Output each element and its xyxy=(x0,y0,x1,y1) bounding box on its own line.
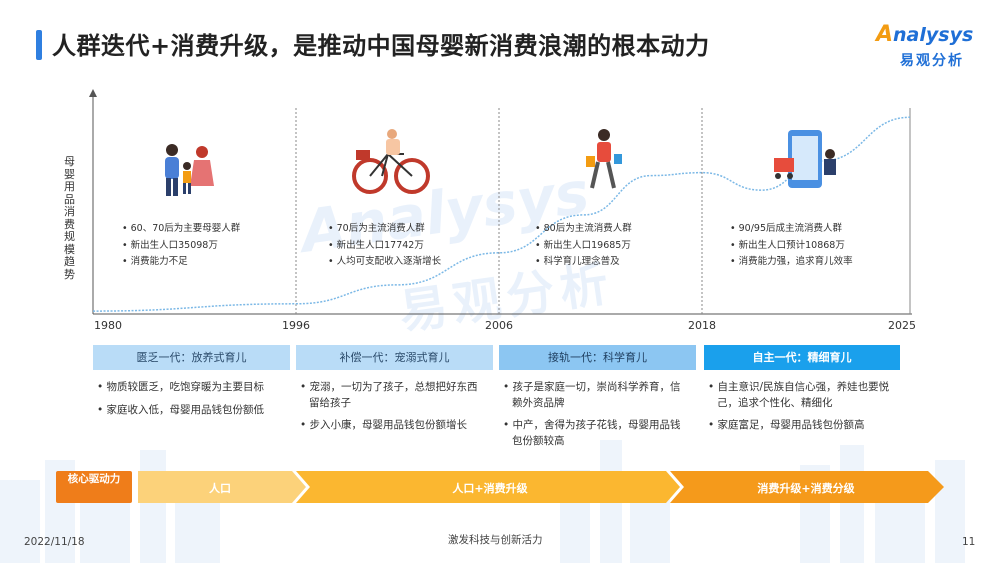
generation-label-1: 匮乏一代：放养式育儿 xyxy=(93,345,290,370)
era-1-description: 家庭收入低，母婴用品钱包份额低 xyxy=(97,403,283,419)
logo-brand: nalysys xyxy=(893,24,974,46)
x-tick-2025: 2025 xyxy=(888,319,916,332)
era-4-bullet: 90/95后成主流消费人群 xyxy=(730,221,853,238)
era-3-description: 中产，舍得为孩子花钱，母婴用品钱包份额较高 xyxy=(503,418,689,449)
era-3-bullet: 80后为主流消费人群 xyxy=(535,221,632,238)
company-logo: Analysys xyxy=(876,22,973,47)
era-1-bullets: 60、70后为主要母婴人群 新出生人口35098万 消费能力不足 xyxy=(122,221,241,271)
title-accent-bar xyxy=(36,30,42,60)
era-4-description: 自主意识/民族自信心强，养娃也要悦己，追求个性化、精细化 xyxy=(708,380,896,411)
core-driver-label: 核心驱动力 xyxy=(67,473,121,485)
era-2-descriptions: 宠溺，一切为了孩子，总想把好东西留给孩子 步入小康，母婴用品钱包份额增长 xyxy=(300,380,486,441)
driver-arrows xyxy=(56,471,944,503)
consumption-trend-line xyxy=(92,116,911,312)
x-tick-2018: 2018 xyxy=(688,319,716,332)
era-2-bullet: 人均可支配收入逐渐增长 xyxy=(328,254,442,271)
generation-label-2: 补偿一代：宠溺式育儿 xyxy=(296,345,493,370)
driver-stage-2: 人口+消费升级 xyxy=(452,482,528,495)
y-axis-label: 母婴用品消费规模趋势 xyxy=(64,155,75,281)
page-number: 11 xyxy=(962,536,976,548)
era-2-bullet: 70后为主流消费人群 xyxy=(328,221,441,238)
era-4-description: 家庭富足，母婴用品钱包份额高 xyxy=(708,418,896,434)
driver-arrow-upgrade-stratify xyxy=(670,471,944,503)
era-1-bullet: 消费能力不足 xyxy=(122,254,240,271)
x-tick-1980: 1980 xyxy=(94,319,122,332)
mobile-shopping-illustration xyxy=(774,130,836,188)
era-2-description: 步入小康，母婴用品钱包份额增长 xyxy=(300,418,486,434)
era-2-description: 宠溺，一切为了孩子，总想把好东西留给孩子 xyxy=(300,380,486,411)
era-4-bullet: 新出生人口预计10868万 xyxy=(730,238,853,255)
era-2-bullet: 新出生人口17742万 xyxy=(328,238,441,255)
era-1-description: 物质较匮乏，吃饱穿暖为主要目标 xyxy=(97,380,283,396)
era-2-bullets: 70后为主流消费人群 新出生人口17742万 人均可支配收入逐渐增长 xyxy=(328,221,442,271)
driver-stage-1: 人口 xyxy=(209,482,231,495)
x-tick-1996: 1996 xyxy=(282,319,310,332)
era-1-bullet: 60、70后为主要母婴人群 xyxy=(122,221,241,238)
core-driver-box xyxy=(56,471,132,503)
era-4-descriptions: 自主意识/民族自信心强，养娃也要悦己，追求个性化、精细化 家庭富足，母婴用品钱包… xyxy=(708,380,896,441)
era-3-description: 孩子是家庭一切，崇尚科学养育，信赖外资品牌 xyxy=(503,380,689,411)
era-3-descriptions: 孩子是家庭一切，崇尚科学养育，信赖外资品牌 中产，舍得为孩子花钱，母婴用品钱包份… xyxy=(503,380,689,456)
era-1-descriptions: 物质较匮乏，吃饱穿暖为主要目标 家庭收入低，母婴用品钱包份额低 xyxy=(97,380,283,425)
x-tick-2006: 2006 xyxy=(485,319,513,332)
era-1-bullet: 新出生人口35098万 xyxy=(122,238,240,255)
era-4-bullet: 消费能力强，追求育儿效率 xyxy=(730,254,853,271)
footer-slogan: 激发科技与创新活力 xyxy=(448,534,543,546)
driver-arrow-population xyxy=(138,471,306,503)
era-3-bullets: 80后为主流消费人群 新出生人口19685万 科学育儿理念普及 xyxy=(535,221,632,271)
driver-stage-3: 消费升级+消费分级 xyxy=(757,482,855,495)
logo-subtitle: 易观分析 xyxy=(900,53,964,69)
footer-date: 2022/11/18 xyxy=(24,536,85,548)
driver-arrow-population-upgrade xyxy=(296,471,680,503)
family-illustration xyxy=(165,144,214,196)
era-3-bullet: 新出生人口19685万 xyxy=(535,238,632,255)
bicycle-illustration xyxy=(352,129,430,194)
shopper-illustration xyxy=(586,129,622,189)
generation-label-4: 自主一代：精细育儿 xyxy=(704,345,900,370)
era-4-bullets: 90/95后成主流消费人群 新出生人口预计10868万 消费能力强，追求育儿效率 xyxy=(730,221,853,271)
generation-label-3: 接轨一代：科学育儿 xyxy=(499,345,696,370)
page-title: 人群迭代+消费升级，是推动中国母婴新消费浪潮的根本动力 xyxy=(52,32,710,60)
era-3-bullet: 科学育儿理念普及 xyxy=(535,254,632,271)
logo-initial: A xyxy=(876,22,894,47)
